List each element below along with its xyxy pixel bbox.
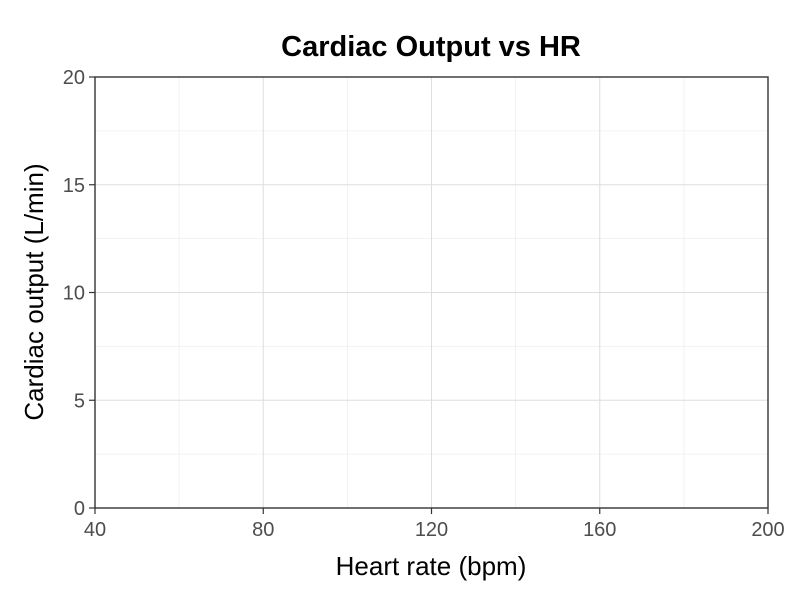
y-tick-label: 15	[63, 175, 85, 197]
y-tick-label: 10	[63, 283, 85, 305]
y-axis: 0 5 10 15 20	[63, 67, 95, 520]
y-tick-label: 0	[74, 498, 85, 520]
x-tick-label: 80	[252, 519, 274, 541]
chart-title: Cardiac Output vs HR	[281, 31, 581, 63]
y-tick-label: 20	[63, 67, 85, 89]
x-tick-label: 120	[415, 519, 448, 541]
x-axis: 40 80 120 160 200	[84, 508, 785, 541]
major-gridlines	[94, 76, 769, 509]
x-axis-title: Heart rate (bpm)	[336, 551, 527, 581]
y-tick-label: 5	[74, 390, 85, 412]
plot-panel	[94, 76, 769, 509]
x-tick-label: 40	[84, 519, 106, 541]
x-tick-label: 200	[751, 519, 784, 541]
x-tick-label: 160	[583, 519, 616, 541]
y-axis-title: Cardiac output (L/min)	[19, 163, 49, 420]
